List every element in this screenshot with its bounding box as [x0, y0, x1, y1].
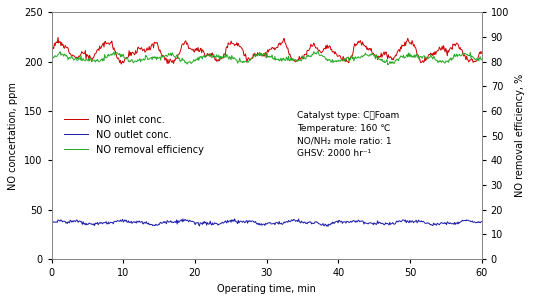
NO removal efficiency — [336, 59, 343, 63]
NO inlet conc. — [245, 58, 251, 61]
NO outlet conc. — [337, 220, 343, 224]
NO outlet conc. — [159, 221, 165, 225]
NO outlet conc. — [49, 221, 55, 224]
NO removal efficiency — [479, 57, 485, 61]
Line: NO inlet conc.: NO inlet conc. — [52, 37, 482, 64]
Line: NO outlet conc.: NO outlet conc. — [52, 219, 482, 226]
NO outlet conc. — [303, 222, 309, 225]
NO inlet conc. — [49, 49, 55, 53]
NO outlet conc. — [125, 220, 131, 224]
NO removal efficiency — [315, 49, 321, 53]
NO removal efficiency — [373, 53, 379, 56]
NO removal efficiency — [125, 56, 131, 60]
NO outlet conc. — [325, 225, 331, 228]
NO outlet conc. — [244, 219, 250, 222]
NO removal efficiency — [49, 55, 55, 58]
NO inlet conc. — [479, 52, 485, 55]
NO outlet conc. — [231, 217, 238, 221]
NO inlet conc. — [303, 53, 310, 56]
Y-axis label: NO concertation, ppm: NO concertation, ppm — [9, 82, 18, 190]
X-axis label: Operating time, min: Operating time, min — [217, 284, 316, 294]
NO inlet conc. — [126, 49, 132, 53]
NO inlet conc. — [118, 62, 124, 66]
NO removal efficiency — [302, 57, 308, 61]
Y-axis label: NO removal efficiency, %: NO removal efficiency, % — [515, 74, 524, 197]
NO inlet conc. — [55, 36, 61, 39]
NO outlet conc. — [479, 220, 485, 223]
NO inlet conc. — [160, 54, 167, 58]
NO removal efficiency — [243, 60, 249, 63]
NO removal efficiency — [384, 63, 391, 66]
NO removal efficiency — [159, 55, 165, 59]
Line: NO removal efficiency: NO removal efficiency — [52, 51, 482, 65]
Legend: NO inlet conc., NO outlet conc., NO removal efficiency: NO inlet conc., NO outlet conc., NO remo… — [60, 111, 208, 159]
NO inlet conc. — [337, 54, 343, 58]
NO outlet conc. — [374, 222, 380, 226]
Text: Catalyst type: C사Foam
Temperature: 160 ℃
NO/NH₂ mole ratio: 1
GHSV: 2000 hr⁻¹: Catalyst type: C사Foam Temperature: 160 ℃… — [297, 111, 399, 158]
NO inlet conc. — [374, 54, 380, 58]
